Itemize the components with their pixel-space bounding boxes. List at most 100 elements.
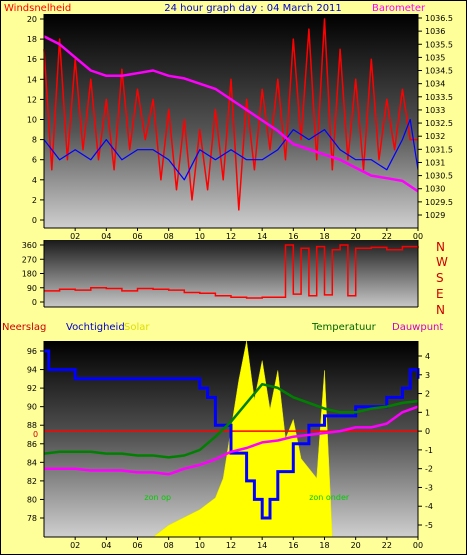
barometer-axis-tick-label: 1036.5 (425, 14, 453, 23)
time-axis-tick-label: 04 (101, 541, 111, 550)
temperature-axis-tick-label: 2 (425, 390, 430, 399)
sunrise-annotation: zon op (144, 493, 171, 502)
wind-axis-tick-label: 10 (27, 116, 37, 125)
humidity-axis-tick-label: 96 (27, 347, 37, 356)
time-axis-tick-label: 20 (351, 541, 361, 550)
wind-average-series-line (43, 118, 419, 181)
wind-speed-label: Windsnelheid (4, 3, 71, 14)
time-axis-tick-label: 06 (132, 541, 142, 550)
barometer-axis-tick-label: 1032.5 (425, 119, 453, 128)
direction-axis-tick-label: 270 (22, 255, 37, 264)
humidity-axis-tick-label: 80 (27, 495, 37, 504)
humidity-axis-tick-label: 84 (27, 458, 37, 467)
rain-zero-label: 0 (33, 430, 38, 439)
time-axis-tick-label: 12 (226, 232, 236, 241)
time-axis-tick-label: 08 (164, 232, 174, 241)
temperature-axis-tick-label: -3 (425, 483, 433, 492)
humidity-axis-tick-label: 94 (27, 366, 37, 375)
wind-axis-tick-label: 0 (32, 216, 37, 225)
temperature-axis-tick-label: 4 (425, 352, 430, 361)
time-axis-tick-label: 16 (288, 541, 298, 550)
temperature-axis-tick-label: -4 (425, 502, 433, 511)
time-axis-tick-label: 02 (70, 232, 80, 241)
wind-axis-tick-label: 6 (32, 156, 37, 165)
humidity-axis-tick-label: 82 (27, 477, 37, 486)
barometer-axis-tick-label: 1033.5 (425, 93, 453, 102)
direction-axis-tick-label: 0 (32, 298, 37, 307)
time-axis-tick-label: 16 (288, 232, 298, 241)
barometer-axis-tick-label: 1029 (425, 211, 445, 220)
time-axis-tick-label: 22 (382, 232, 392, 241)
wind-direction-series-line (44, 244, 419, 299)
time-axis-tick-label: 20 (351, 232, 361, 241)
compass-label-e: E (436, 287, 444, 301)
time-axis-tick-label: 18 (319, 232, 329, 241)
barometer-axis-tick-label: 1032 (425, 132, 445, 141)
time-axis-tick-label: 14 (257, 541, 267, 550)
barometer-axis-tick-label: 1029.5 (425, 198, 453, 207)
temperatuur-label: Temperatuur (311, 322, 377, 333)
barometer-axis-tick-label: 1035 (425, 53, 445, 62)
wind-axis-tick-label: 8 (32, 136, 37, 145)
wind-axis-tick-label: 14 (27, 75, 37, 84)
humidity-axis-tick-label: 90 (27, 403, 37, 412)
wind-axis-tick-label: 2 (32, 196, 37, 205)
direction-axis-tick-label: 360 (22, 241, 37, 250)
humidity-axis-tick-label: 88 (27, 421, 37, 430)
time-axis-tick-label: 04 (101, 232, 111, 241)
direction-axis-tick-label: 180 (22, 270, 37, 279)
sunset-annotation: zon onder (309, 493, 350, 502)
compass-label-w: W (436, 255, 448, 269)
time-axis-tick-label: 18 (319, 541, 329, 550)
dauwpunt-label: Dauwpunt (392, 322, 443, 333)
time-axis-tick-label: 08 (164, 541, 174, 550)
temperature-axis-tick-label: 1 (425, 408, 430, 417)
time-axis-tick-label: 12 (226, 541, 236, 550)
wind-direction-chart: 0 90 180 270 360 (22, 240, 419, 308)
barometer-axis-tick-label: 1033 (425, 106, 445, 115)
time-axis-tick-label: 22 (382, 541, 392, 550)
temperature-axis-tick-label: -5 (425, 521, 433, 530)
barometer-axis-tick-label: 1031.5 (425, 145, 453, 154)
temperature-series-line (43, 382, 419, 459)
wind-barometer-chart: 0246810121416182010291029.510301030.5103… (27, 14, 453, 241)
temperature-axis-tick-label: 3 (425, 371, 430, 380)
humidity-axis-tick-label: 86 (27, 440, 37, 449)
temperature-axis-tick-label: 0 (425, 427, 430, 436)
barometer-axis-tick-label: 1030.5 (425, 172, 453, 181)
time-axis-tick-label: 10 (195, 541, 205, 550)
dewpoint-series-line (44, 405, 419, 476)
direction-axis-tick-label: 90 (27, 284, 37, 293)
vochtigheid-label: Vochtigheid (66, 322, 125, 333)
wind-axis-tick-label: 4 (32, 176, 37, 185)
solar-label: Solar (124, 322, 150, 333)
time-axis-tick-label: 00 (413, 232, 423, 241)
temperature-axis-tick-label: -2 (425, 465, 433, 474)
barometer-axis-tick-label: 1034.5 (425, 67, 453, 76)
time-axis-tick-label: 02 (70, 541, 80, 550)
barometer-axis-tick-label: 1034 (425, 80, 445, 89)
compass-label-n-top: N (436, 240, 445, 254)
wind-axis-tick-label: 18 (27, 35, 37, 44)
time-axis-tick-label: 10 (195, 232, 205, 241)
temperature-axis-tick-label: -1 (425, 446, 433, 455)
time-axis-tick-label: 00 (413, 541, 423, 550)
compass-label-s: S (436, 271, 444, 285)
humidity-axis-tick-label: 78 (27, 514, 37, 523)
neerslag-label: Neerslag (2, 322, 46, 333)
humidity-axis-tick-label: 92 (27, 384, 37, 393)
graph-title: 24 hour graph day : 04 March 2011 (164, 3, 342, 14)
barometer-series-line (43, 35, 419, 193)
barometer-axis-tick-label: 1030 (425, 185, 445, 194)
time-axis-tick-label: 06 (132, 232, 142, 241)
wind-axis-tick-label: 12 (27, 95, 37, 104)
compass-label-n-bottom: N (436, 303, 445, 317)
wind-axis-tick-label: 20 (27, 15, 37, 24)
barometer-label: Barometer (372, 3, 426, 14)
barometer-axis-tick-label: 1035.5 (425, 40, 453, 49)
wind-panel-plot-area (44, 14, 418, 228)
barometer-axis-tick-label: 1031 (425, 158, 445, 167)
wind-speed-series-line (43, 18, 418, 211)
